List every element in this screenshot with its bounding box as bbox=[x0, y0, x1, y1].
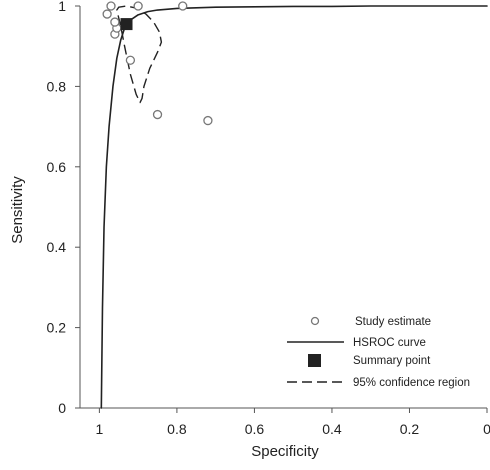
summary-point bbox=[120, 18, 133, 31]
hsroc-curve-layer bbox=[100, 5, 488, 409]
x-tick-label: 0.2 bbox=[400, 421, 420, 437]
x-tick-label: 0.4 bbox=[322, 421, 342, 437]
legend-label-hsroc-curve: HSROC curve bbox=[353, 337, 426, 349]
study-estimates-layer bbox=[102, 1, 213, 126]
legend-study-estimate-icon bbox=[310, 316, 320, 326]
study-estimate-point bbox=[125, 55, 136, 65]
study-estimate-point bbox=[203, 115, 213, 126]
y-tick-label: 0.6 bbox=[47, 159, 67, 175]
x-tick-label: 0.8 bbox=[167, 421, 187, 437]
legend-label-confidence-region: 95% confidence region bbox=[353, 377, 470, 389]
y-tick-label: 1 bbox=[58, 0, 66, 14]
legend: Study estimate HSROC curve Summary point… bbox=[287, 316, 470, 389]
y-tick-label: 0.8 bbox=[47, 78, 67, 94]
study-estimate-point bbox=[106, 1, 116, 11]
study-estimate-point bbox=[110, 17, 120, 27]
x-tick-label: 0.6 bbox=[245, 421, 265, 437]
study-estimate-point bbox=[102, 9, 112, 19]
x-tick-label: 1 bbox=[95, 421, 103, 437]
y-tick-label: 0 bbox=[58, 400, 66, 416]
hsroc-curve bbox=[100, 5, 488, 409]
axes bbox=[75, 5, 488, 413]
study-estimate-point bbox=[178, 1, 188, 11]
study-estimate-point bbox=[133, 1, 143, 11]
summary-point-layer bbox=[120, 18, 133, 31]
y-tick-label: 0.4 bbox=[47, 239, 67, 255]
legend-summary-point-icon bbox=[308, 354, 321, 367]
y-axis-title: Sensitivity bbox=[9, 176, 26, 244]
tick-labels: 0 0.2 0.4 0.6 0.8 1 1 0.8 0.6 0.4 0.2 0 bbox=[47, 0, 490, 437]
x-axis-title: Specificity bbox=[251, 443, 319, 460]
study-estimate-point bbox=[152, 109, 163, 120]
x-tick-label: 0 bbox=[483, 421, 490, 437]
legend-label-study-estimate: Study estimate bbox=[355, 316, 431, 328]
y-tick-label: 0.2 bbox=[47, 320, 67, 336]
legend-label-summary-point: Summary point bbox=[353, 355, 431, 367]
legend-symbols bbox=[287, 316, 344, 383]
